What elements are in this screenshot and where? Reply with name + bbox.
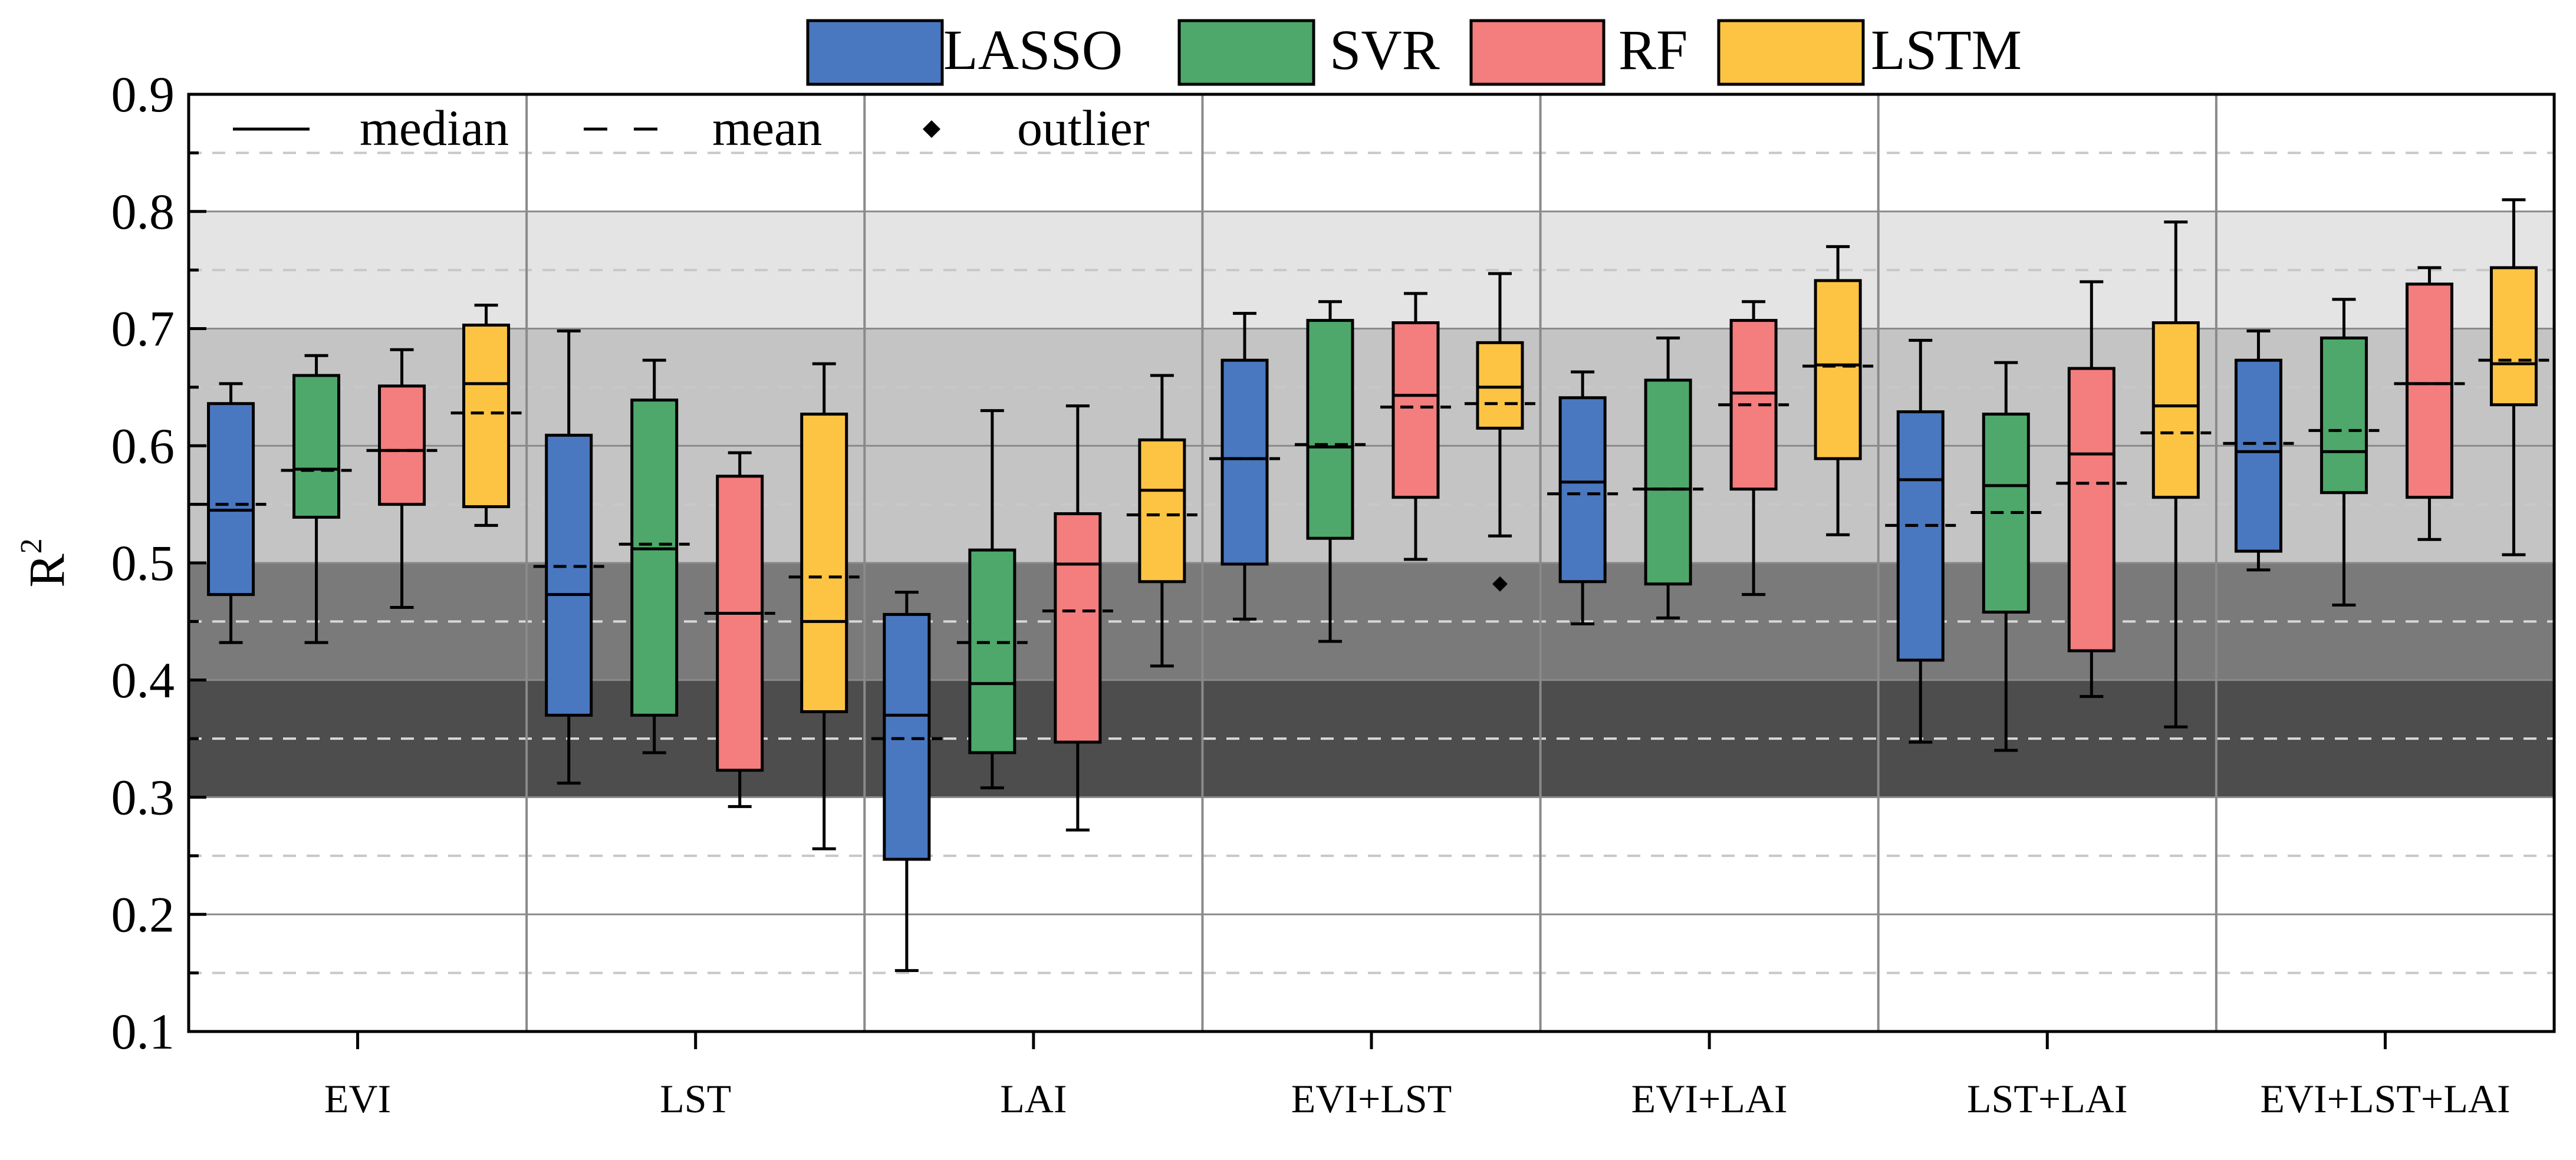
boxes-layer — [195, 198, 2549, 973]
box-rf-6 — [2394, 266, 2465, 541]
box-rf-5 — [2056, 280, 2127, 698]
box-lasso-6 — [2223, 329, 2294, 572]
box-lasso-0 — [195, 382, 267, 644]
median-key-label: median — [360, 100, 509, 156]
box-iqr — [1220, 358, 1269, 566]
legend-label-svr: SVR — [1330, 18, 1440, 81]
box-rf-0 — [366, 348, 437, 609]
box-lstm-5 — [2140, 220, 2212, 729]
box-lstm-1 — [788, 362, 860, 851]
key-legend: median mean outlier — [233, 100, 1150, 156]
y-tick-label: 0.3 — [111, 769, 175, 826]
box-iqr — [1476, 341, 1524, 430]
box-iqr — [2234, 358, 2282, 553]
box-iqr — [2405, 282, 2453, 499]
x-tick-label: EVI+LST+LAI — [2260, 1076, 2510, 1121]
box-lasso-2 — [871, 591, 942, 973]
legend-swatch-rf — [1469, 19, 1606, 86]
box-lasso-3 — [1209, 312, 1280, 621]
box-svr-4 — [1633, 336, 1704, 619]
legend-swatch-lstm — [1717, 19, 1865, 86]
y-tick-label: 0.8 — [111, 183, 175, 240]
box-iqr — [1558, 396, 1607, 584]
outlier-marker — [1492, 576, 1508, 592]
box-rf-2 — [1042, 404, 1113, 832]
y-tick-label: 0.9 — [111, 66, 175, 123]
x-tick-label: EVI+LAI — [1631, 1076, 1788, 1121]
box-lasso-4 — [1547, 370, 1618, 625]
mean-key-label: mean — [712, 100, 822, 156]
box-lasso-1 — [533, 329, 604, 785]
y-tick-label: 0.7 — [111, 301, 175, 357]
box-svr-5 — [1970, 361, 2042, 752]
box-lstm-2 — [1126, 374, 1197, 668]
x-tick-label: EVI — [324, 1076, 391, 1121]
legend: LASSO SVR RF LSTM median mean outlier — [233, 18, 2022, 156]
box-rf-1 — [704, 451, 775, 808]
box-iqr — [1306, 319, 1354, 540]
box-lstm-3 — [1465, 272, 1535, 592]
y-axis-label: R2 — [15, 538, 75, 587]
box-lstm-0 — [450, 304, 522, 527]
x-tick-label: LST+LAI — [1967, 1076, 2128, 1121]
box-iqr — [716, 474, 764, 772]
box-rf-3 — [1380, 292, 1451, 561]
box-lasso-5 — [1885, 338, 1956, 744]
x-tick-label: LAI — [1000, 1076, 1067, 1121]
box-iqr — [1896, 410, 1945, 662]
box-svr-1 — [618, 358, 690, 754]
box-iqr — [1054, 512, 1102, 744]
box-lstm-4 — [1802, 245, 1874, 536]
x-tick-label: EVI+LST — [1291, 1076, 1452, 1121]
legend-label-lstm: LSTM — [1871, 18, 2022, 81]
axes-layer: R2 0.1 0.2 0.3 0.4 0.5 0.6 0.7 0.8 0.9 EVI LST LAI E… — [15, 66, 2556, 1121]
outlier-key-label: outlier — [1017, 100, 1150, 156]
box-iqr — [1644, 378, 1692, 586]
box-iqr — [2489, 266, 2538, 407]
legend-label-rf: RF — [1618, 18, 1687, 81]
reference-lines — [189, 151, 2554, 974]
box-iqr — [1391, 321, 1440, 499]
box-iqr — [968, 548, 1016, 754]
box-iqr — [2320, 336, 2368, 495]
y-tick-label: 0.6 — [111, 417, 175, 474]
y-tick-label: 0.1 — [111, 1003, 175, 1060]
box-iqr — [545, 433, 593, 717]
box-svr-0 — [281, 354, 352, 644]
box-iqr — [378, 384, 426, 506]
box-iqr — [207, 402, 255, 597]
box-svr-2 — [956, 409, 1028, 790]
box-svr-6 — [2308, 298, 2380, 607]
box-iqr — [800, 413, 848, 713]
series-legend: LASSO SVR RF LSTM — [806, 18, 2022, 86]
category-separators — [189, 94, 2554, 1032]
box-iqr — [292, 374, 341, 519]
y-tick-label: 0.2 — [111, 886, 175, 943]
y-tick-label: 0.5 — [111, 535, 175, 591]
box-iqr — [2151, 321, 2200, 499]
x-tick-label: LST — [660, 1076, 731, 1121]
legend-swatch-svr — [1177, 19, 1315, 86]
box-iqr — [1138, 438, 1186, 584]
box-iqr — [2067, 367, 2116, 652]
legend-swatch-lasso — [806, 19, 944, 86]
box-lstm-6 — [2478, 198, 2549, 556]
outlier-key-marker — [923, 120, 940, 138]
box-iqr — [1814, 279, 1862, 460]
box-rf-4 — [1718, 300, 1789, 597]
box-iqr — [462, 324, 511, 509]
y-tick-label: 0.4 — [111, 652, 175, 708]
box-iqr — [883, 612, 931, 861]
legend-label-lasso: LASSO — [943, 18, 1123, 81]
box-iqr — [630, 398, 679, 717]
box-svr-3 — [1295, 300, 1366, 643]
